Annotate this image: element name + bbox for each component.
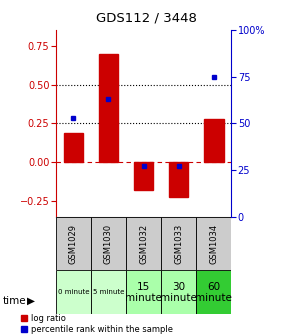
Text: GSM1030: GSM1030 xyxy=(104,223,113,264)
Text: 0 minute: 0 minute xyxy=(57,289,89,295)
Bar xyxy=(161,217,196,270)
Bar xyxy=(126,217,161,270)
Text: time: time xyxy=(3,296,27,306)
Text: ▶: ▶ xyxy=(27,296,35,306)
Bar xyxy=(91,217,126,270)
Bar xyxy=(56,270,91,314)
Bar xyxy=(126,270,161,314)
Text: GSM1034: GSM1034 xyxy=(209,223,218,264)
Bar xyxy=(134,162,153,190)
Text: 60
minute: 60 minute xyxy=(195,282,232,303)
Text: GSM1033: GSM1033 xyxy=(174,223,183,264)
Bar xyxy=(64,133,83,162)
Bar xyxy=(161,270,196,314)
Text: GSM1029: GSM1029 xyxy=(69,223,78,264)
Bar xyxy=(91,270,126,314)
Legend: log ratio, percentile rank within the sample: log ratio, percentile rank within the sa… xyxy=(21,314,173,334)
Text: 30
minute: 30 minute xyxy=(160,282,197,303)
Bar xyxy=(56,217,91,270)
Text: GDS112 / 3448: GDS112 / 3448 xyxy=(96,12,197,25)
Text: GSM1032: GSM1032 xyxy=(139,223,148,264)
Text: 5 minute: 5 minute xyxy=(93,289,124,295)
Bar xyxy=(196,270,231,314)
Bar xyxy=(204,119,224,162)
Bar xyxy=(169,162,188,197)
Bar xyxy=(99,53,118,162)
Bar xyxy=(196,217,231,270)
Text: 15
minute: 15 minute xyxy=(125,282,162,303)
